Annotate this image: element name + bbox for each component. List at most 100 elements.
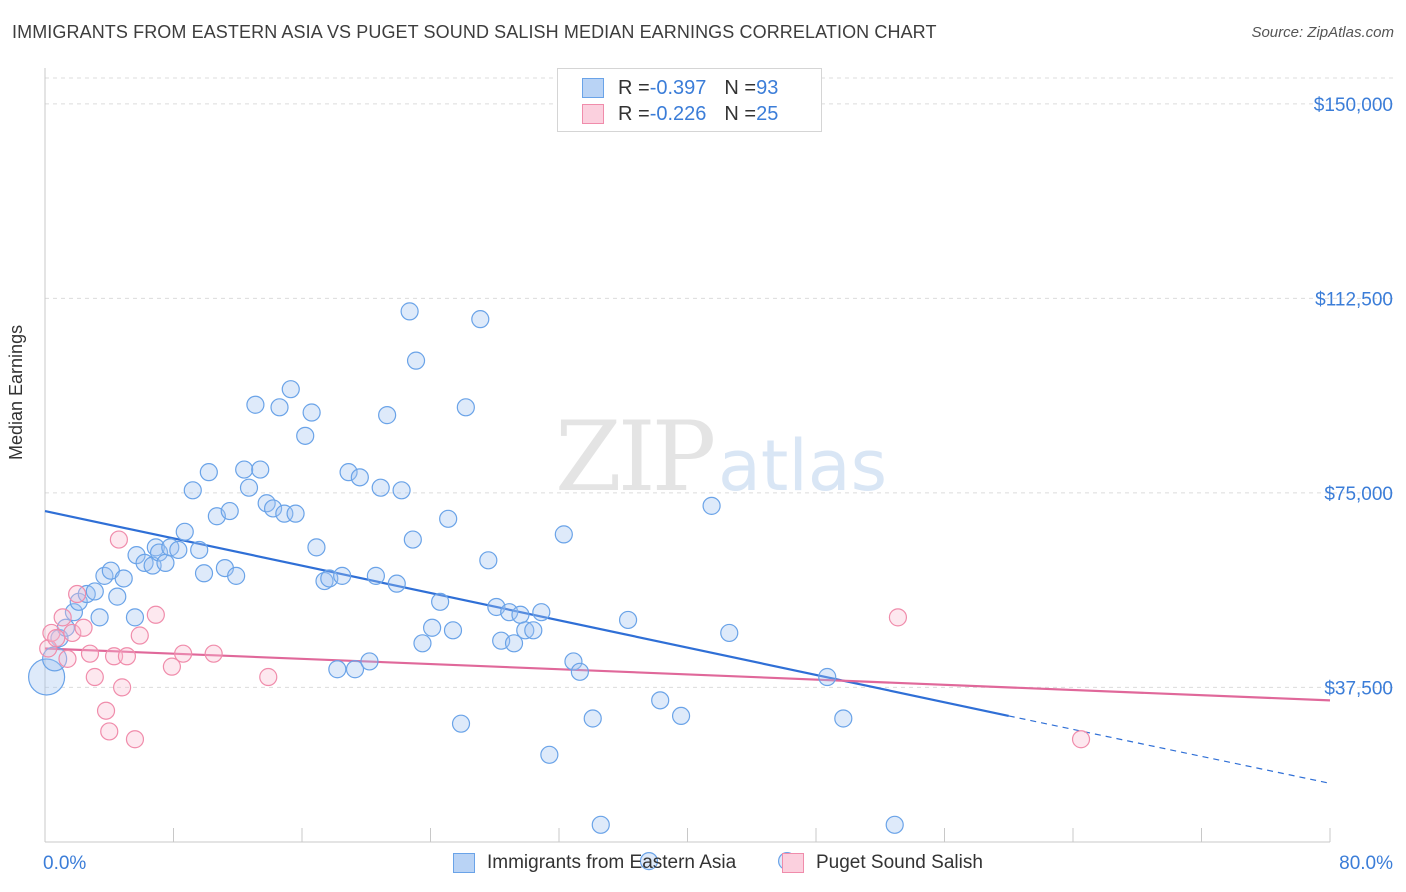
legend-r-value: -0.226	[649, 102, 707, 125]
point-eastern-asia	[235, 460, 254, 479]
y-tick-labels: $37,500 $75,000 $112,500 $150,000	[1314, 95, 1393, 699]
legend-swatch-pink	[582, 104, 604, 124]
point-eastern-asia	[220, 501, 239, 521]
point-eastern-asia	[387, 574, 406, 593]
point-eastern-asia	[251, 460, 270, 479]
bottom-legend-label: Immigrants from Eastern Asia	[487, 852, 737, 873]
bottom-legend-series2: Puget Sound Salish	[782, 852, 983, 874]
point-eastern-asia	[194, 564, 214, 583]
data-points	[28, 302, 1091, 871]
point-eastern-asia	[328, 660, 347, 679]
axes: 0.0% 80.0%	[43, 68, 1393, 874]
legend-n-label: N =	[724, 76, 757, 99]
bottom-legend-series1: Immigrants from Eastern Asia	[453, 852, 736, 874]
point-eastern-asia	[227, 566, 246, 585]
point-puget-sound-salish	[117, 647, 137, 666]
point-puget-sound-salish	[130, 626, 149, 645]
point-eastern-asia	[451, 714, 471, 733]
watermark-atlas: atlas	[718, 425, 887, 507]
point-eastern-asia	[618, 610, 638, 630]
point-puget-sound-salish	[53, 608, 72, 627]
point-puget-sound-salish	[58, 649, 77, 668]
point-puget-sound-salish	[42, 623, 61, 643]
point-eastern-asia	[406, 351, 426, 370]
legend-r-label: R =	[618, 102, 650, 125]
point-eastern-asia	[90, 608, 109, 627]
point-puget-sound-salish	[74, 618, 93, 637]
y-tick-label: $75,000	[1324, 484, 1393, 505]
point-eastern-asia	[651, 691, 670, 710]
point-eastern-asia	[456, 398, 475, 417]
legend-n-value: 25	[756, 102, 779, 125]
point-eastern-asia	[570, 662, 589, 681]
point-eastern-asia	[834, 709, 853, 728]
point-puget-sound-salish	[888, 608, 908, 627]
point-eastern-asia	[199, 463, 218, 482]
point-puget-sound-salish	[109, 530, 128, 549]
point-puget-sound-salish	[112, 678, 132, 697]
point-eastern-asia	[315, 571, 334, 591]
bottom-legend-label: Puget Sound Salish	[816, 852, 983, 873]
point-eastern-asia	[818, 667, 837, 687]
point-eastern-asia	[532, 603, 551, 622]
y-tick-label: $150,000	[1314, 95, 1393, 116]
point-eastern-asia	[583, 709, 602, 728]
point-eastern-asia	[471, 310, 490, 329]
point-eastern-asia	[169, 540, 188, 560]
point-eastern-asia	[413, 634, 432, 653]
point-eastern-asia	[270, 398, 289, 417]
point-eastern-asia	[175, 522, 194, 541]
y-axis-label: Median Earnings	[6, 324, 26, 460]
trendlines	[44, 509, 1331, 784]
point-eastern-asia	[64, 603, 84, 622]
y-tick-label: $112,500	[1315, 289, 1393, 310]
bottom-legend-swatch-pink	[782, 853, 804, 873]
point-puget-sound-salish	[68, 584, 87, 604]
legend-n-label: N =	[724, 102, 757, 125]
point-puget-sound-salish	[259, 667, 278, 687]
point-eastern-asia	[564, 652, 583, 671]
point-eastern-asia	[149, 543, 169, 562]
point-eastern-asia	[190, 540, 209, 560]
point-eastern-asia	[400, 302, 419, 321]
legend-r-value: -0.397	[649, 76, 707, 99]
point-puget-sound-salish	[125, 730, 145, 749]
point-eastern-asia	[371, 478, 390, 497]
point-eastern-asia	[885, 815, 904, 834]
point-eastern-asia	[302, 403, 321, 422]
point-puget-sound-salish	[1071, 730, 1091, 749]
point-eastern-asia	[479, 551, 498, 570]
point-eastern-asia	[125, 608, 145, 627]
point-eastern-asia	[296, 426, 315, 445]
point-eastern-asia	[511, 605, 530, 624]
point-eastern-asia	[554, 525, 573, 544]
point-eastern-asia	[345, 660, 365, 679]
legend-r-label: R =	[618, 76, 650, 99]
point-puget-sound-salish	[174, 644, 193, 663]
legend-n-value: 93	[756, 76, 779, 99]
point-puget-sound-salish	[204, 644, 223, 663]
point-eastern-asia	[183, 481, 202, 500]
point-eastern-asia	[281, 380, 300, 399]
point-puget-sound-salish	[162, 657, 181, 676]
point-eastern-asia	[524, 621, 543, 640]
trendline-series2	[44, 647, 1331, 702]
watermark-zip: ZIP	[555, 401, 714, 513]
grid-lines	[45, 77, 1395, 688]
point-eastern-asia	[366, 566, 385, 585]
point-eastern-asia	[639, 852, 659, 871]
point-eastern-asia	[540, 745, 559, 764]
point-eastern-asia	[671, 706, 691, 726]
source-credit: Source: ZipAtlas.com	[1251, 24, 1394, 41]
x-tick-label: 80.0%	[1339, 853, 1393, 874]
point-puget-sound-salish	[100, 722, 119, 741]
point-eastern-asia	[246, 395, 265, 414]
point-eastern-asia	[156, 553, 175, 573]
trendline-series1-extension	[1008, 715, 1331, 784]
point-eastern-asia	[28, 658, 66, 696]
point-puget-sound-salish	[80, 644, 100, 663]
point-puget-sound-salish	[96, 701, 116, 720]
point-puget-sound-salish	[47, 629, 66, 648]
point-eastern-asia	[500, 603, 519, 622]
